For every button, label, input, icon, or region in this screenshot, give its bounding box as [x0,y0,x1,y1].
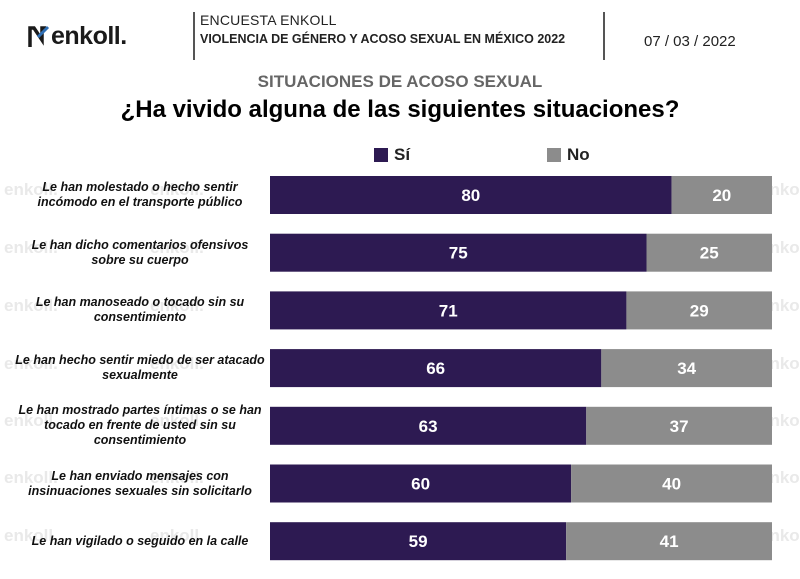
survey-topic: VIOLENCIA DE GÉNERO Y ACOSO SEXUAL EN MÉ… [200,32,566,46]
bar-no [566,522,772,561]
bar-no [571,464,772,503]
bar-no [601,349,772,388]
bar-si [270,233,647,272]
data-label-no: 41 [660,532,679,551]
watermark-text: enkoll. [150,468,204,487]
category-label: Le han vigilado o seguido en la calle [31,533,249,548]
category-label: Le han dicho comentarios ofensivos sobre… [31,237,249,267]
watermark-text: enkoll. [150,411,204,430]
legend-swatch-si [374,148,388,162]
category-label: Le han mostrado partes íntimas o se han … [18,403,262,448]
bar-si [270,176,672,214]
bar-no [586,406,772,445]
bar-si [270,291,627,330]
watermark-text: enkoll. [4,468,58,487]
header: enkoll. ENCUESTA ENKOLL VIOLENCIA DE GÉN… [0,0,800,64]
bar-si [270,349,602,388]
watermark-text: enkoll. [4,296,58,315]
divider [603,12,605,60]
watermark-text: enkoll. [4,180,58,199]
data-label-no: 25 [700,244,719,263]
data-label-si: 80 [461,186,480,205]
watermark-text: enkoll. [4,526,58,545]
data-label-si: 60 [411,475,430,494]
watermark-text: enkoll. [150,354,204,373]
legend-swatch-no [547,148,561,162]
data-label-no: 29 [690,301,709,320]
data-label-si: 75 [449,244,468,263]
bar-no [626,291,772,330]
chart-title: ¿Ha vivido alguna de las siguientes situ… [120,96,680,123]
watermark-text: enkoll. [150,238,204,257]
bar-no [646,233,772,272]
survey-date: 07 / 03 / 2022 [644,33,736,50]
enkoll-logo: enkoll. [28,22,127,51]
watermark-text: enkoll. [4,354,58,373]
data-label-si: 63 [419,417,438,436]
legend-item-si: Sí [374,145,410,165]
category-label: Le han molestado o hecho sentir incómodo… [37,180,243,209]
bar-si [270,522,567,561]
watermark-text: enkoll. [150,180,204,199]
legend-label-no: No [567,145,590,164]
data-label-si: 59 [409,532,428,551]
data-label-si: 66 [426,359,445,378]
enkoll-logo-icon [28,25,50,47]
survey-info: ENCUESTA ENKOLL VIOLENCIA DE GÉNERO Y AC… [200,12,565,46]
category-label: Le han manoseado o tocado sin su consent… [35,295,245,325]
data-label-si: 71 [439,301,458,320]
chart-subtitle: SITUACIONES DE ACOSO SEXUAL [257,72,543,91]
legend-label-si: Sí [394,145,411,164]
bar-si [270,464,572,503]
data-label-no: 20 [712,186,731,205]
category-label: Le han hecho sentir miedo de ser atacado… [15,353,265,383]
watermark-text: enkoll. [4,238,58,257]
brand-name: enkoll. [51,22,127,50]
watermark-text: enkoll. [4,411,58,430]
bar-no [671,176,772,214]
watermark-text: enkoll. [150,526,204,545]
data-label-no: 34 [677,359,696,378]
category-label: Le han enviado mensajes con insinuacione… [28,468,252,498]
survey-name: ENCUESTA ENKOLL [200,12,337,28]
bar-si [270,406,587,445]
watermark-text: enkoll. [150,296,204,315]
divider [193,12,195,60]
data-label-no: 37 [670,417,689,436]
legend-item-no: No [547,145,590,165]
data-label-no: 40 [662,475,681,494]
